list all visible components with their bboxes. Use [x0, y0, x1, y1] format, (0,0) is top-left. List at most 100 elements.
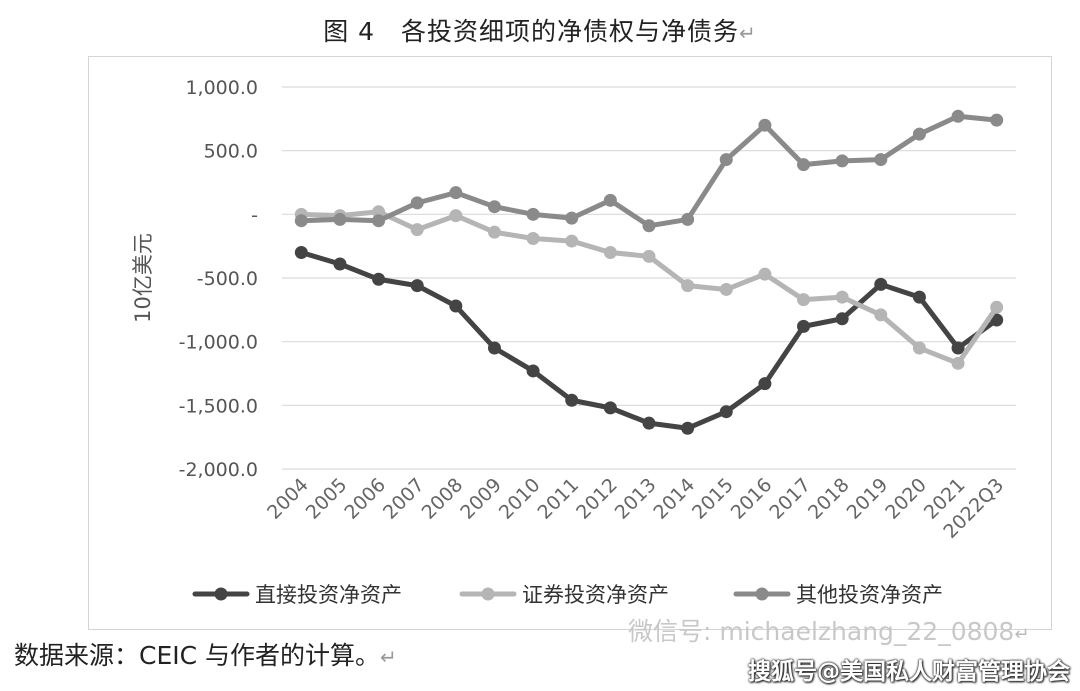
- x-tick-label: 2013: [611, 474, 661, 524]
- data-point: [410, 196, 424, 210]
- data-point: [372, 205, 386, 219]
- data-point: [835, 312, 849, 326]
- data-point: [410, 279, 424, 293]
- data-point: [990, 113, 1004, 127]
- data-point: [912, 127, 926, 141]
- data-point: [565, 211, 579, 225]
- data-point: [333, 257, 347, 271]
- x-tick-label: 2014: [649, 474, 699, 524]
- legend-swatch-marker: [481, 587, 495, 601]
- legend-label: 证券投资净资产: [522, 583, 669, 607]
- data-point: [487, 200, 501, 214]
- data-point: [449, 209, 463, 223]
- x-tick-label: 2019: [843, 474, 893, 524]
- data-point: [990, 300, 1004, 314]
- data-point: [912, 341, 926, 355]
- data-point: [758, 377, 772, 391]
- data-point: [372, 272, 386, 286]
- data-point: [681, 421, 695, 435]
- data-point: [719, 282, 733, 296]
- source-text: 数据来源：CEIC 与作者的计算。: [14, 641, 381, 670]
- x-tick-label: 2006: [340, 474, 390, 524]
- y-tick-label: 500.0: [204, 141, 258, 163]
- data-point: [294, 246, 308, 260]
- legend-label: 直接投资净资产: [255, 583, 402, 607]
- x-tick-label: 2007: [379, 474, 429, 524]
- data-point: [526, 364, 540, 378]
- y-tick-label: -1,500.0: [179, 395, 258, 417]
- data-point: [912, 290, 926, 304]
- series-line-3: [298, 113, 1000, 229]
- data-point: [874, 308, 888, 322]
- data-point: [797, 293, 811, 307]
- data-point: [951, 109, 965, 123]
- return-mark: ↵: [739, 21, 757, 45]
- data-point: [874, 153, 888, 167]
- x-tick-label: 2004: [263, 474, 313, 524]
- x-tick-label: 2018: [804, 474, 854, 524]
- data-point: [758, 118, 772, 132]
- data-point: [719, 153, 733, 167]
- legend-swatch-marker: [214, 587, 228, 601]
- y-tick-label: -500.0: [197, 268, 258, 290]
- wechat-return-mark: ↵: [1014, 624, 1030, 645]
- legend-label: 其他投资净资产: [796, 583, 943, 607]
- data-point: [372, 214, 386, 228]
- data-point: [951, 341, 965, 355]
- data-point: [681, 212, 695, 226]
- legend-swatch-marker: [755, 587, 769, 601]
- data-point: [526, 232, 540, 246]
- data-point: [681, 279, 695, 293]
- data-point: [487, 225, 501, 239]
- data-point: [333, 212, 347, 226]
- data-point: [487, 341, 501, 355]
- x-axis-ticks: 2004200520062007200820092010201120122013…: [263, 474, 1008, 543]
- data-point: [565, 234, 579, 248]
- data-point: [835, 154, 849, 168]
- title-text: 图 4 各投资细项的净债权与净债务: [323, 17, 740, 46]
- x-tick-label: 2009: [456, 474, 506, 524]
- data-point: [990, 313, 1004, 327]
- wechat-watermark: 微信号: michaelzhang_22_0808↵: [628, 612, 1029, 648]
- source-return-mark: ↵: [380, 645, 397, 669]
- data-point: [294, 214, 308, 228]
- wechat-watermark-text: 微信号: michaelzhang_22_0808: [628, 617, 1015, 646]
- data-point: [449, 186, 463, 200]
- x-tick-label: 2015: [688, 474, 738, 524]
- data-point: [951, 356, 965, 370]
- data-point: [874, 277, 888, 291]
- sohu-watermark: 搜狐号@美国私人财富管理协会: [748, 659, 1070, 685]
- x-tick-label: 2008: [418, 474, 468, 524]
- data-point: [758, 267, 772, 281]
- y-tick-label: -: [251, 204, 258, 226]
- series-lines: [294, 109, 1004, 435]
- data-point: [565, 393, 579, 407]
- x-tick-label: 2010: [495, 474, 545, 524]
- y-axis-ticks: 1,000.0 500.0 - -500.0 -1,000.0 -1,500.0 -2,00…: [179, 77, 258, 481]
- x-tick-label: 2020: [881, 474, 931, 524]
- data-point: [603, 246, 617, 260]
- x-tick-label: 2012: [572, 474, 622, 524]
- page-title: 图 4 各投资细项的净债权与净债务↵: [0, 12, 1080, 48]
- data-point: [642, 249, 656, 263]
- data-point: [797, 158, 811, 172]
- legend: 直接投资净资产 证券投资净资产 其他投资净资产: [192, 583, 943, 607]
- series-line-1: [298, 250, 1000, 431]
- data-point: [449, 299, 463, 313]
- data-point: [603, 193, 617, 207]
- data-point: [642, 416, 656, 430]
- source-note: 数据来源：CEIC 与作者的计算。↵: [14, 636, 397, 672]
- data-point: [410, 223, 424, 237]
- y-tick-label: -2,000.0: [179, 459, 258, 481]
- data-point: [835, 290, 849, 304]
- data-point: [526, 207, 540, 221]
- x-tick-label: 2005: [302, 474, 352, 524]
- y-tick-label: -1,000.0: [179, 332, 258, 354]
- grid-lines: [282, 86, 1016, 470]
- data-point: [797, 319, 811, 333]
- data-point: [719, 405, 733, 419]
- x-tick-label: 2017: [765, 474, 815, 524]
- y-axis-label: 10亿美元: [131, 233, 155, 323]
- data-point: [603, 401, 617, 415]
